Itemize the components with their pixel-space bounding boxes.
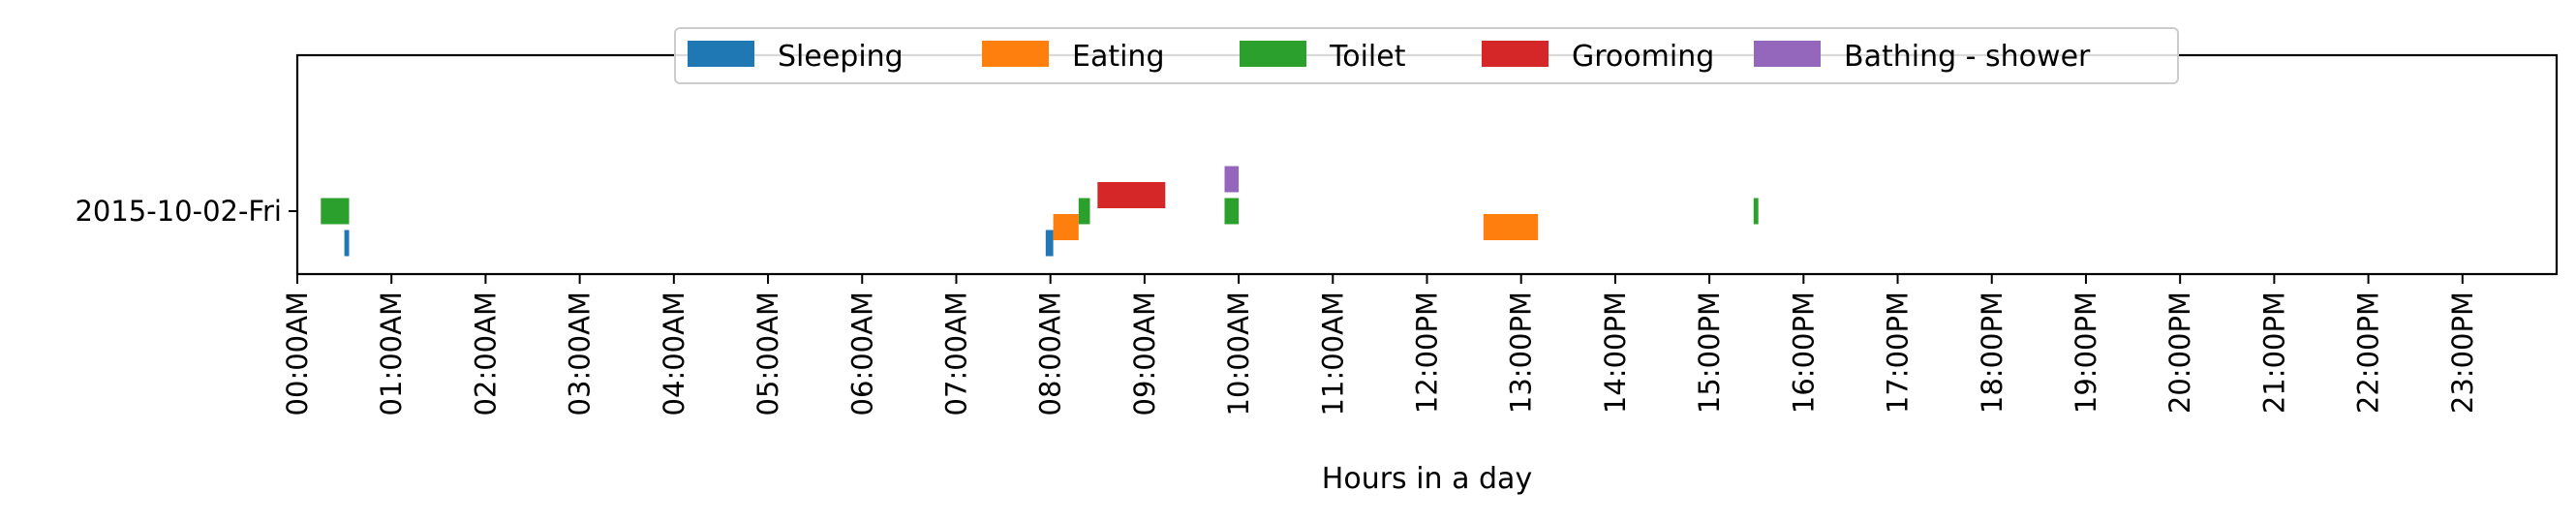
legend-swatch [982, 41, 1049, 67]
legend-swatch [1754, 41, 1821, 67]
x-tick-label: 14:00PM [1599, 292, 1632, 414]
legend-swatch [1240, 41, 1306, 67]
y-tick-label: 2015-10-02-Fri [75, 195, 282, 228]
x-tick-label: 06:00AM [845, 292, 878, 415]
legend-label: Bathing - shower [1844, 40, 2091, 74]
legend-label: Sleeping [778, 40, 904, 74]
bar-grooming [1097, 182, 1166, 208]
x-tick-label: 10:00AM [1222, 292, 1255, 415]
x-tick-label: 05:00AM [751, 292, 784, 415]
x-tick-label: 07:00AM [939, 292, 972, 415]
x-tick-label: 18:00PM [1976, 292, 2009, 414]
legend-swatch [1482, 41, 1549, 67]
x-tick-label: 12:00PM [1411, 292, 1444, 414]
legend-label: Toilet [1329, 40, 1406, 74]
bar-toilet [1224, 198, 1240, 225]
x-tick-label: 19:00PM [2070, 292, 2102, 414]
x-tick-label: 03:00AM [564, 292, 597, 415]
x-tick-label: 13:00PM [1505, 292, 1538, 414]
bar-toilet [1078, 198, 1090, 225]
x-axis-label: Hours in a day [1322, 462, 1532, 496]
x-tick-label: 22:00PM [2352, 292, 2385, 414]
x-tick-label: 09:00AM [1128, 292, 1161, 415]
bar-toilet [1753, 198, 1759, 225]
x-tick-label: 00:00AM [281, 292, 314, 415]
x-tick-label: 08:00AM [1034, 292, 1067, 415]
bar-sleeping [1045, 230, 1054, 257]
activity-bars [321, 166, 1759, 257]
legend-label: Grooming [1572, 40, 1714, 74]
legend-swatch [688, 41, 754, 67]
legend-label: Eating [1072, 40, 1165, 74]
x-tick-label: 17:00PM [1882, 292, 1915, 414]
x-tick-label: 11:00AM [1316, 292, 1349, 415]
plot-frame [295, 53, 2559, 276]
x-tick-label: 23:00PM [2446, 292, 2479, 414]
x-tick-label: 15:00PM [1693, 292, 1726, 414]
x-tick-label: 02:00AM [469, 292, 502, 415]
bar-eating [1053, 214, 1079, 240]
bar-sleeping [344, 230, 350, 257]
x-tick-label: 20:00PM [2163, 292, 2196, 414]
x-axis: 00:00AM 01:00AM 02:00AM 03:00AM 04:00AM 05:00… [281, 274, 2479, 415]
x-tick-label: 04:00AM [658, 292, 690, 415]
y-axis: 2015-10-02-Fri [75, 195, 297, 228]
x-tick-label: 01:00AM [375, 292, 408, 415]
bar-eating [1483, 214, 1539, 240]
legend: Sleeping Eating Toilet Grooming Bathing - sh… [674, 27, 2179, 84]
x-tick-label: 21:00PM [2257, 292, 2290, 414]
bar-bathing-shower [1224, 166, 1240, 193]
bar-toilet [321, 198, 350, 225]
x-tick-label: 16:00PM [1787, 292, 1820, 414]
